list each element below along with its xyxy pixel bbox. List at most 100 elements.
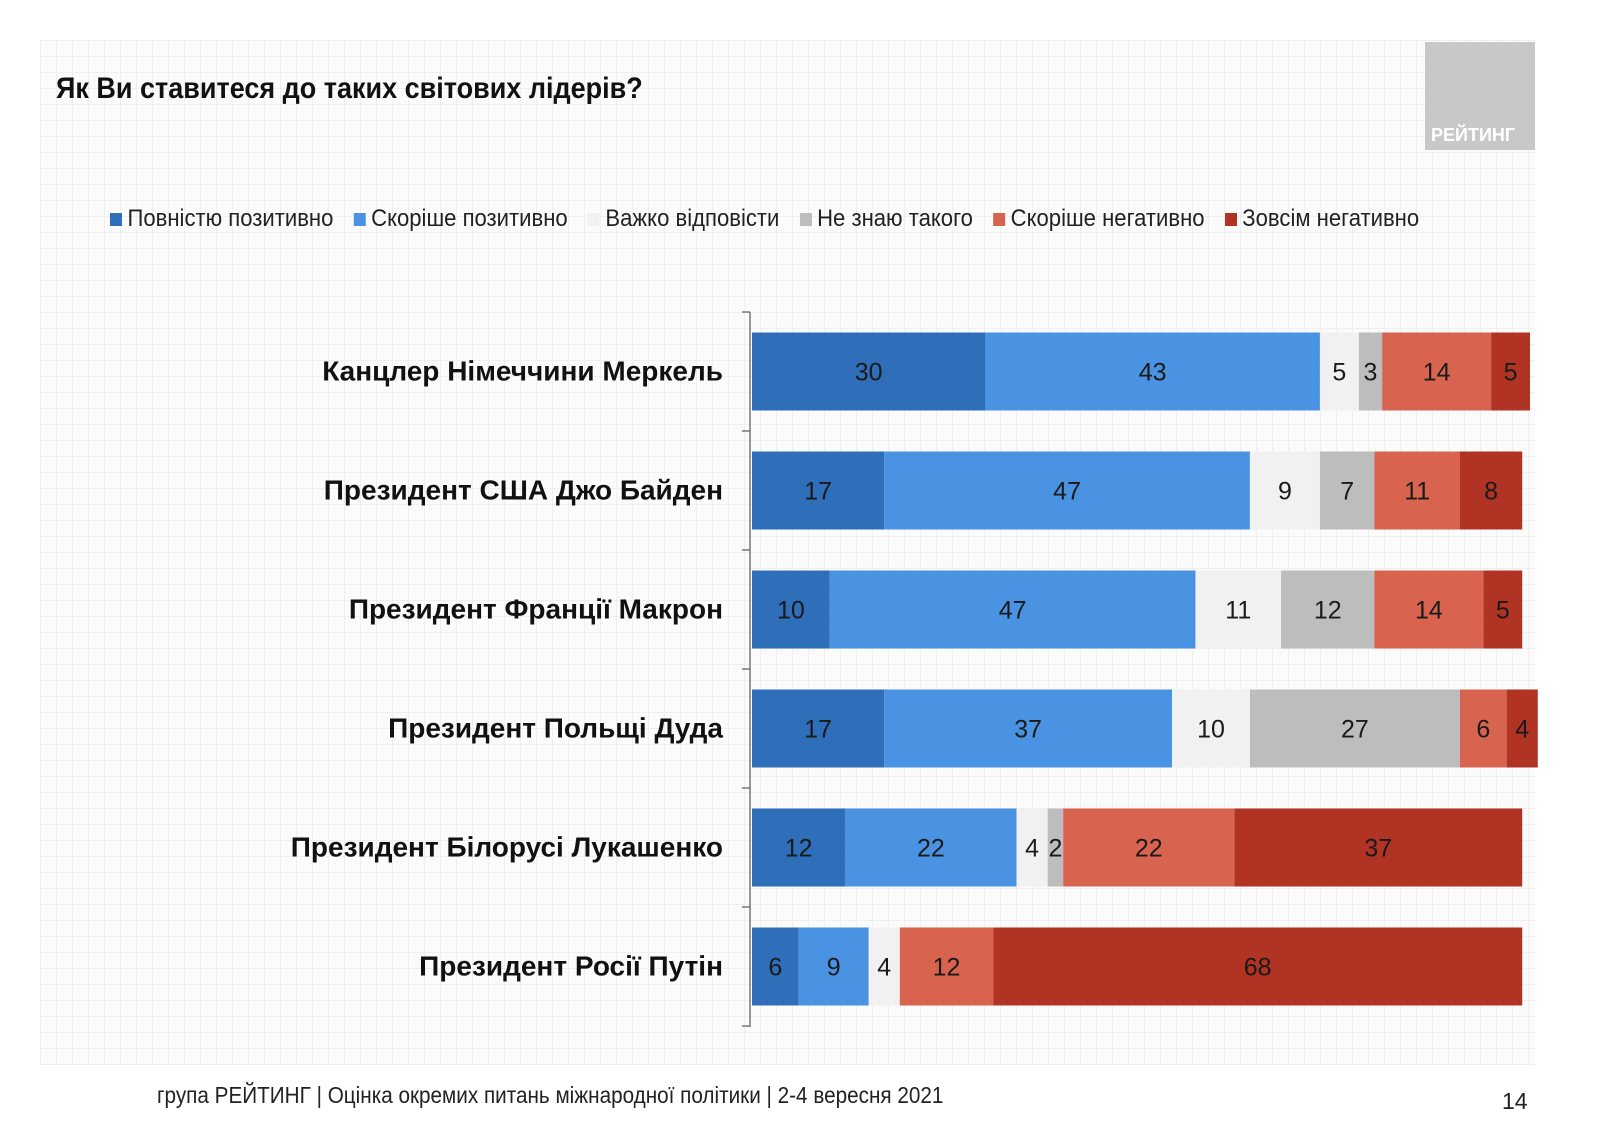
bar-segment xyxy=(829,570,1196,649)
bar-segment xyxy=(1319,451,1375,530)
bar-segment xyxy=(1016,808,1048,887)
bar-segment xyxy=(884,451,1250,530)
data-label: 37 xyxy=(1364,835,1392,863)
bar-segment xyxy=(752,451,885,530)
bar-segment xyxy=(1459,451,1523,530)
data-label: 5 xyxy=(1332,359,1346,387)
legend-swatch xyxy=(993,212,1006,226)
bar-segment xyxy=(752,927,799,1006)
data-label: 11 xyxy=(1225,597,1251,625)
bar-segment xyxy=(1491,332,1530,411)
data-label: 12 xyxy=(785,835,813,863)
bar-segment xyxy=(1249,689,1460,768)
data-label: 4 xyxy=(1025,835,1039,863)
category-label: Президент США Джо Байден xyxy=(324,475,723,506)
logo-text: РЕЙТИНГ xyxy=(1431,125,1516,145)
data-label: 22 xyxy=(1135,835,1163,863)
data-label: 37 xyxy=(1014,716,1042,744)
page-number: 14 xyxy=(1502,1088,1528,1114)
data-label: 2 xyxy=(1048,835,1062,863)
data-label: 14 xyxy=(1423,359,1451,387)
bar-segment xyxy=(1234,808,1523,887)
bar-segment xyxy=(1319,332,1359,411)
data-label: 4 xyxy=(877,954,891,982)
bar-segment xyxy=(1483,570,1523,649)
bar-segment xyxy=(884,689,1173,768)
legend-item: Зовсім негативно xyxy=(1224,205,1420,233)
rating-logo: РЕЙТИНГ xyxy=(1425,42,1535,150)
category-label: Президент Польщі Дуда xyxy=(388,713,723,744)
legend-swatch xyxy=(110,212,122,226)
data-label: 14 xyxy=(1415,597,1443,625)
data-label: 7 xyxy=(1340,478,1354,506)
data-label: 10 xyxy=(1197,716,1225,744)
legend-item: Повністю позитивно xyxy=(110,205,333,233)
bar-segment xyxy=(752,570,830,649)
data-label: 47 xyxy=(999,597,1027,625)
legend-label: Важко відповісти xyxy=(605,205,780,232)
legend-item: Не знаю такого xyxy=(799,205,973,233)
bar-segment xyxy=(985,332,1320,411)
category-label: Президент Білорусі Лукашенко xyxy=(291,832,723,863)
bar-segment xyxy=(752,332,986,411)
legend-item: Важко відповісти xyxy=(587,205,780,233)
legend-swatch xyxy=(353,212,366,226)
legend-label: Скоріше позитивно xyxy=(371,205,568,232)
data-label: 5 xyxy=(1504,359,1518,387)
category-label: Президент Франції Макрон xyxy=(349,594,723,625)
footer-text: група РЕЙТИНГ | Оцінка окремих питань мі… xyxy=(157,1082,944,1108)
chart-title: Як Ви ставитеся до таких світових лідері… xyxy=(56,72,643,105)
slide-background xyxy=(40,40,1535,1065)
bar-segment xyxy=(993,927,1523,1006)
bar-segment xyxy=(1374,570,1484,649)
data-label: 10 xyxy=(777,597,805,625)
data-label: 12 xyxy=(933,954,961,982)
data-label: 43 xyxy=(1139,359,1167,387)
bar-segment xyxy=(1358,332,1383,411)
legend-label: Скоріше негативно xyxy=(1010,205,1205,232)
data-label: 17 xyxy=(804,716,832,744)
data-label: 6 xyxy=(768,954,782,982)
bar-segment xyxy=(752,689,885,768)
bar-segment xyxy=(845,808,1017,887)
data-label: 17 xyxy=(804,478,832,506)
bar-segment xyxy=(752,808,846,887)
data-label: 11 xyxy=(1404,478,1430,506)
data-label: 12 xyxy=(1314,597,1342,625)
data-label: 8 xyxy=(1484,478,1498,506)
legend-swatch xyxy=(587,212,600,226)
data-label: 22 xyxy=(917,835,945,863)
data-label: 6 xyxy=(1476,716,1490,744)
legend-swatch xyxy=(1224,212,1237,226)
legend-label: Повністю позитивно xyxy=(127,205,334,232)
data-label: 9 xyxy=(1278,478,1292,506)
data-label: 3 xyxy=(1364,359,1378,387)
bar-segment xyxy=(798,927,869,1006)
data-label: 9 xyxy=(827,954,841,982)
legend-label: Не знаю такого xyxy=(817,205,973,232)
bar-segment xyxy=(1249,451,1320,530)
bar-segment xyxy=(1047,808,1064,887)
category-label: Президент Росії Путін xyxy=(419,951,723,982)
bar-segment xyxy=(1281,570,1375,649)
bar-segment xyxy=(1063,808,1235,887)
bar-segment xyxy=(1506,689,1538,768)
data-label: 47 xyxy=(1053,478,1081,506)
data-label: 4 xyxy=(1515,716,1529,744)
data-label: 27 xyxy=(1341,716,1369,744)
legend-swatch xyxy=(799,212,812,226)
legend: Повністю позитивно Скоріше позитивно Важко… xyxy=(110,205,1419,233)
bar-segment xyxy=(1459,689,1507,768)
category-label: Канцлер Німеччини Меркель xyxy=(322,356,723,387)
bar-segment xyxy=(1195,570,1282,649)
bar-segment xyxy=(1374,451,1460,530)
legend-item: Скоріше негативно xyxy=(993,205,1205,233)
bar-segment xyxy=(1382,332,1492,411)
legend-item: Скоріше позитивно xyxy=(353,205,568,233)
data-label: 30 xyxy=(855,359,883,387)
data-label: 68 xyxy=(1244,954,1272,982)
legend-label: Зовсім негативно xyxy=(1242,205,1420,232)
bar-segment xyxy=(1172,689,1250,768)
bar-segment xyxy=(868,927,900,1006)
